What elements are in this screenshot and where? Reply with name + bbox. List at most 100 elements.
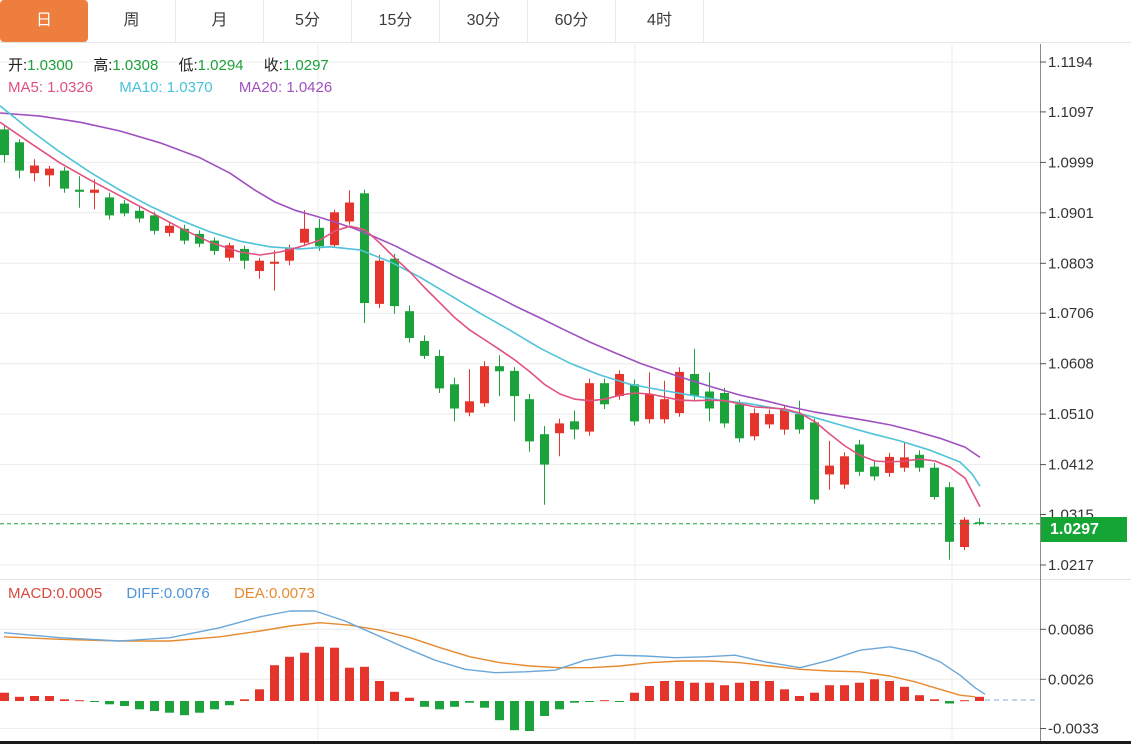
macd-histogram-bar [765, 681, 774, 701]
current-price-tag: 1.0297 [1041, 517, 1127, 542]
macd-histogram-bar [285, 656, 294, 701]
macd-axis-label: 0.0086 [1048, 621, 1094, 638]
macd-histogram-bar [420, 701, 429, 707]
candle-body [915, 454, 924, 468]
macd-histogram-bar [555, 701, 564, 710]
candle-body [345, 202, 354, 222]
candle-body [480, 366, 489, 404]
macd-histogram-bar [240, 699, 249, 701]
candle-body [450, 384, 459, 409]
macd-histogram-bar [795, 696, 804, 701]
candle-body [840, 456, 849, 485]
candle-body [810, 422, 819, 500]
candle-body [720, 393, 729, 424]
tab-week[interactable]: 周 [88, 0, 176, 42]
ma5-legend: MA5: 1.0326 [8, 79, 94, 96]
candle-body [795, 414, 804, 430]
candle-body [30, 165, 39, 174]
macd-histogram-bar [210, 701, 219, 710]
macd-histogram-bar [495, 701, 504, 721]
candle-body [750, 413, 759, 437]
candle-body [195, 233, 204, 244]
tab-month[interactable]: 月 [176, 0, 264, 42]
macd-histogram-bar [615, 701, 624, 702]
candle-body [135, 210, 144, 219]
macd-histogram-bar [855, 682, 864, 701]
macd-histogram-bar [720, 685, 729, 701]
high-value: 1.0308 [112, 57, 159, 74]
macd-histogram-bar [270, 665, 279, 701]
candle-body [615, 374, 624, 397]
tab-30min[interactable]: 30分 [440, 0, 528, 42]
candle-body [465, 401, 474, 413]
macd-histogram-bar [30, 696, 39, 701]
close-pair: 收:1.0297 [264, 57, 329, 74]
candle-body [735, 404, 744, 439]
candle-body [300, 228, 309, 243]
price-axis-label: 1.0217 [1048, 557, 1094, 574]
macd-histogram-bar [300, 652, 309, 701]
candle-body [330, 212, 339, 246]
ma20-line [0, 112, 981, 459]
low-value: 1.0294 [197, 57, 244, 74]
macd-histogram-bar [870, 679, 879, 701]
macd-histogram-bar [15, 696, 24, 701]
candle-body [855, 444, 864, 472]
candle-body [600, 383, 609, 405]
candle-body [660, 399, 669, 420]
close-value: 1.0297 [282, 57, 329, 74]
candle-body [510, 370, 519, 397]
macd-legend-row: MACD:0.0005 DIFF:0.0076 DEA:0.0073 [8, 585, 315, 602]
macd-histogram-bar [480, 701, 489, 708]
tab-day[interactable]: 日 [0, 0, 88, 42]
tab-15min[interactable]: 15分 [352, 0, 440, 42]
macd-histogram-bar [750, 681, 759, 701]
macd-histogram-bar [75, 700, 84, 702]
candle-body [285, 247, 294, 261]
macd-histogram-bar [885, 681, 894, 701]
low-label: 低: [178, 57, 198, 74]
candle-body [690, 374, 699, 397]
candle-body [405, 311, 414, 338]
macd-histogram-bar [375, 681, 384, 701]
tab-60min[interactable]: 60分 [528, 0, 616, 42]
candle-body [15, 142, 24, 171]
price-axis-label: 1.0901 [1048, 205, 1094, 222]
macd-histogram-bar [165, 701, 174, 713]
diff-line [3, 610, 986, 695]
macd-axis-label: 0.0026 [1048, 671, 1094, 688]
high-label: 高: [93, 57, 113, 74]
tab-5min[interactable]: 5分 [264, 0, 352, 42]
price-axis-label: 1.0706 [1048, 305, 1094, 322]
macd-histogram-bar [510, 701, 519, 731]
macd-histogram-bar [780, 689, 789, 701]
tab-4hour[interactable]: 4时 [616, 0, 704, 42]
close-label: 收: [263, 57, 283, 74]
timeframe-tabbar: 日周月 5分 15分 30分 60分 4时 [0, 0, 1131, 43]
candle-body [240, 248, 249, 261]
ma-legend-row: MA5: 1.0326 MA10: 1.0370 MA20: 1.0426 [8, 79, 332, 96]
candle-body [0, 129, 9, 156]
candle-body [630, 384, 639, 422]
macd-histogram-bar [570, 701, 579, 703]
price-axis-label: 1.0510 [1048, 406, 1094, 423]
candle-body [525, 399, 534, 442]
candle-body [270, 261, 279, 264]
macd-histogram-bar [900, 686, 909, 701]
price-axis-label: 1.0999 [1048, 154, 1094, 171]
macd-histogram-bar [915, 695, 924, 701]
candle-body [210, 240, 219, 251]
candle-body [885, 456, 894, 473]
macd-histogram-bar [600, 700, 609, 702]
candle-body [105, 197, 114, 216]
open-label: 开: [8, 57, 28, 74]
candle-body [375, 260, 384, 304]
candle-body [585, 383, 594, 432]
macd-histogram-bar [360, 666, 369, 701]
candle-body [540, 434, 549, 465]
macd-histogram-bar [105, 701, 114, 705]
candle-body [495, 366, 504, 372]
ma20-legend: MA20: 1.0426 [238, 79, 333, 96]
